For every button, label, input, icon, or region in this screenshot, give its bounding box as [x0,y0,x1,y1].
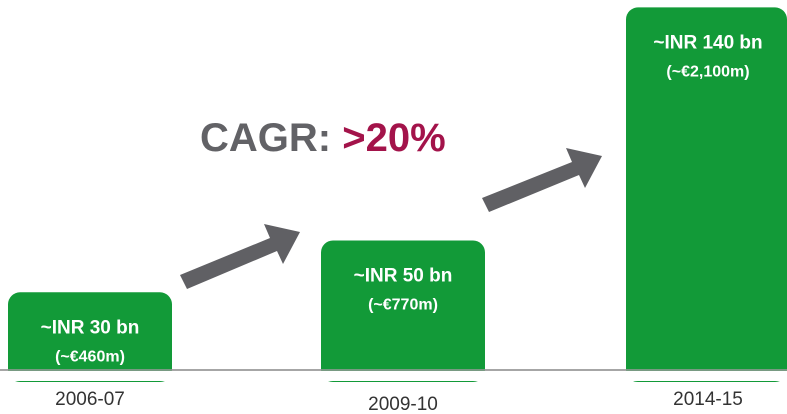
secondary-label: (~€460m) [55,349,125,366]
value-label: ~INR 30 bn [41,317,140,338]
bar [8,292,172,382]
x-tick-label: 2009-10 [368,394,438,414]
x-tick-label: 2006-07 [55,389,125,410]
annotation: CAGR: >20% [200,116,446,160]
x-tick-label: 2014-15 [673,389,743,410]
value-label: ~INR 50 bn [354,266,453,287]
arrow [482,148,602,212]
secondary-label: (~€2,100m) [666,64,749,81]
bar [626,7,787,383]
annotation-value: >20% [342,116,445,160]
baseline-mask [0,371,787,381]
secondary-label: (~€770m) [368,297,438,314]
arrow [180,224,300,289]
value-label: ~INR 140 bn [653,32,762,53]
arrows [180,148,602,289]
bar [321,240,485,382]
annotation-label: CAGR: [200,116,342,160]
